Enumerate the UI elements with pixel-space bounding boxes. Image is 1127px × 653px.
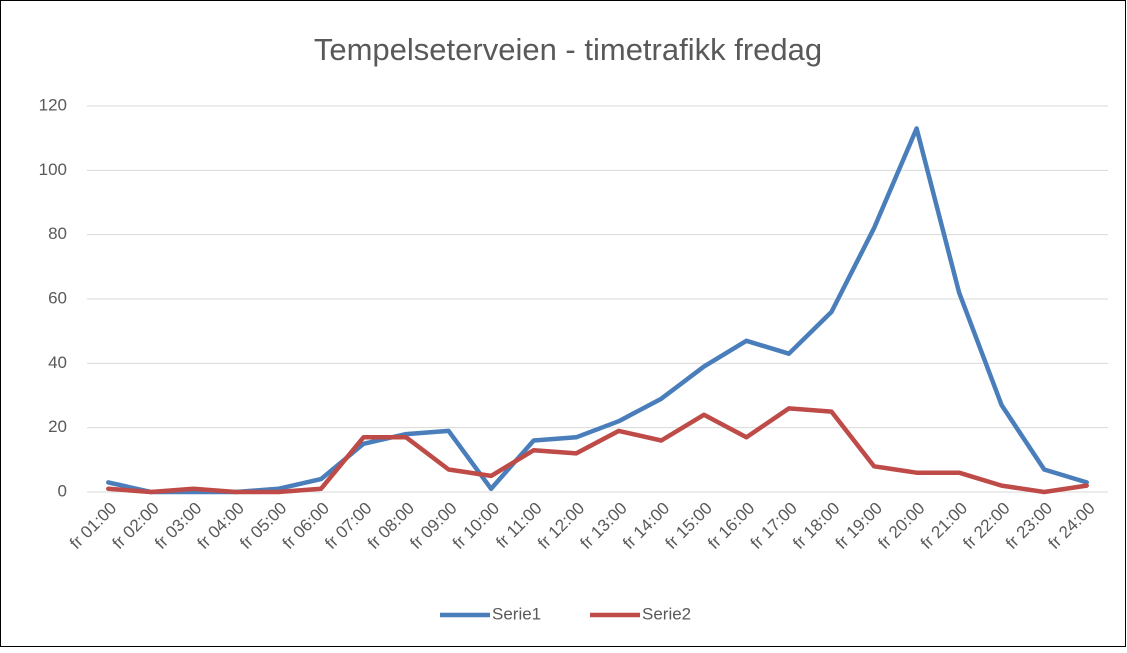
y-tick-label: 100 <box>39 160 67 179</box>
legend-label: Serie1 <box>492 604 541 623</box>
y-tick-label: 40 <box>48 353 67 372</box>
y-tick-label: 80 <box>48 224 67 243</box>
y-tick-label: 60 <box>48 288 67 307</box>
y-tick-label: 20 <box>48 417 67 436</box>
y-tick-label: 0 <box>58 481 67 500</box>
chart-title: Tempelseterveien - timetrafikk fredag <box>314 32 822 67</box>
legend-label: Serie2 <box>642 604 691 623</box>
line-series <box>106 126 1089 495</box>
y-tick-label: 120 <box>39 95 67 114</box>
line-series <box>106 406 1089 495</box>
